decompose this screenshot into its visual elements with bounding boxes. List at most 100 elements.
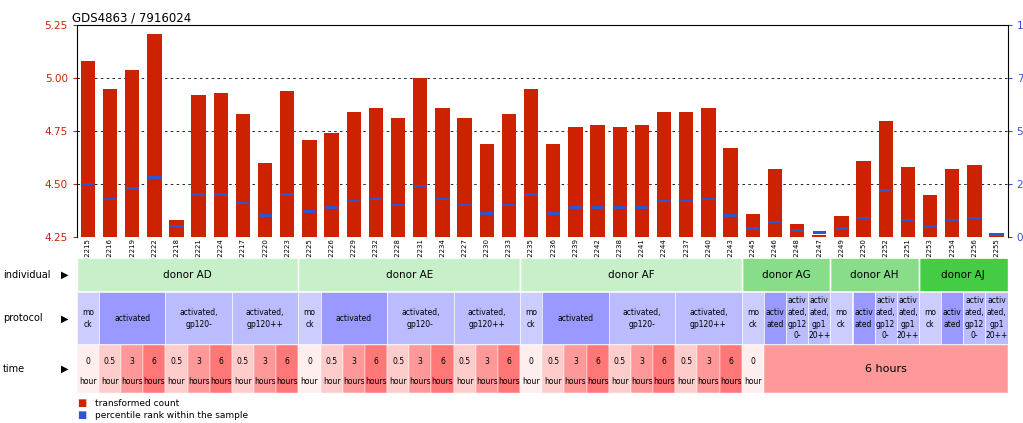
Bar xyxy=(143,345,166,393)
Bar xyxy=(324,133,339,237)
Text: hour: hour xyxy=(390,377,407,386)
Bar xyxy=(391,118,405,237)
Text: gp120++: gp120++ xyxy=(690,320,727,329)
Text: gp1: gp1 xyxy=(812,320,827,329)
Text: 0.5: 0.5 xyxy=(614,357,626,366)
Text: protocol: protocol xyxy=(3,313,43,323)
Text: ▶: ▶ xyxy=(60,269,69,280)
Text: hours: hours xyxy=(255,377,276,386)
Bar xyxy=(501,114,517,237)
Bar xyxy=(77,345,99,393)
Bar xyxy=(586,345,609,393)
Bar xyxy=(299,292,320,344)
Bar xyxy=(568,127,583,237)
Bar xyxy=(520,258,742,291)
Bar xyxy=(210,345,232,393)
Text: activ: activ xyxy=(965,297,984,305)
Text: donor AD: donor AD xyxy=(164,269,212,280)
Text: ated,: ated, xyxy=(965,308,984,317)
Bar xyxy=(276,345,299,393)
Bar xyxy=(831,292,852,344)
Text: gp120-: gp120- xyxy=(185,320,212,329)
Text: hours: hours xyxy=(720,377,742,386)
Text: gp12: gp12 xyxy=(876,320,895,329)
Bar xyxy=(192,193,206,196)
Text: hours: hours xyxy=(122,377,143,386)
Text: hour: hour xyxy=(544,377,562,386)
Bar xyxy=(985,292,1008,344)
Text: 20++: 20++ xyxy=(897,331,919,340)
Text: 3: 3 xyxy=(484,357,489,366)
Bar xyxy=(191,95,206,237)
Bar xyxy=(591,206,605,209)
Bar xyxy=(968,217,981,219)
Text: hours: hours xyxy=(365,377,387,386)
Text: hours: hours xyxy=(565,377,586,386)
Text: hours: hours xyxy=(698,377,719,386)
Text: 0: 0 xyxy=(750,357,755,366)
Text: 0-: 0- xyxy=(971,331,978,340)
Bar xyxy=(413,185,427,187)
Text: ated,: ated, xyxy=(809,308,829,317)
Text: 0.5: 0.5 xyxy=(325,357,338,366)
Bar xyxy=(214,193,227,196)
Text: gp120-: gp120- xyxy=(407,320,434,329)
Bar xyxy=(679,200,693,202)
Bar xyxy=(679,112,694,237)
Bar xyxy=(875,292,897,344)
Bar xyxy=(81,61,95,237)
Text: donor AH: donor AH xyxy=(850,269,899,280)
Text: donor AE: donor AE xyxy=(386,269,433,280)
Bar xyxy=(520,345,542,393)
Text: 6 hours: 6 hours xyxy=(864,364,906,374)
Text: gp120++: gp120++ xyxy=(247,320,283,329)
Bar xyxy=(409,345,432,393)
Bar xyxy=(767,169,783,237)
Text: hour: hour xyxy=(79,377,96,386)
Bar xyxy=(77,258,299,291)
Text: hour: hour xyxy=(523,377,540,386)
Text: hour: hour xyxy=(323,377,341,386)
Text: 0.5: 0.5 xyxy=(171,357,182,366)
Bar xyxy=(964,292,985,344)
Text: activ: activ xyxy=(943,308,962,317)
Text: 6: 6 xyxy=(506,357,512,366)
Bar xyxy=(387,292,453,344)
Text: ck: ck xyxy=(527,320,535,329)
Text: 0.5: 0.5 xyxy=(392,357,404,366)
Bar xyxy=(790,224,804,237)
Bar xyxy=(831,258,919,291)
Text: hours: hours xyxy=(587,377,609,386)
Text: ated: ated xyxy=(855,320,873,329)
Text: gp1: gp1 xyxy=(900,320,916,329)
Text: gp120++: gp120++ xyxy=(469,320,505,329)
Text: 3: 3 xyxy=(706,357,711,366)
Text: 6: 6 xyxy=(662,357,667,366)
Bar xyxy=(812,231,826,234)
Bar xyxy=(187,345,210,393)
Bar xyxy=(302,140,317,237)
Bar xyxy=(613,206,626,209)
Text: individual: individual xyxy=(3,269,50,280)
Text: 6: 6 xyxy=(440,357,445,366)
Text: activated,: activated, xyxy=(468,308,506,317)
Bar xyxy=(458,204,472,206)
Text: activated,: activated, xyxy=(690,308,727,317)
Text: 6: 6 xyxy=(373,357,379,366)
Bar xyxy=(147,34,162,237)
Bar xyxy=(125,70,139,237)
Bar xyxy=(945,169,960,237)
Bar xyxy=(857,217,871,219)
Bar xyxy=(166,292,232,344)
Text: ated,: ated, xyxy=(987,308,1007,317)
Bar xyxy=(236,202,250,204)
Bar xyxy=(325,206,339,209)
Bar xyxy=(369,198,383,200)
Text: hour: hour xyxy=(301,377,318,386)
Text: 0-: 0- xyxy=(882,331,890,340)
Text: hour: hour xyxy=(234,377,252,386)
Text: hours: hours xyxy=(143,377,165,386)
Text: ck: ck xyxy=(84,320,92,329)
Text: ▶: ▶ xyxy=(60,364,69,374)
Bar xyxy=(791,229,804,232)
